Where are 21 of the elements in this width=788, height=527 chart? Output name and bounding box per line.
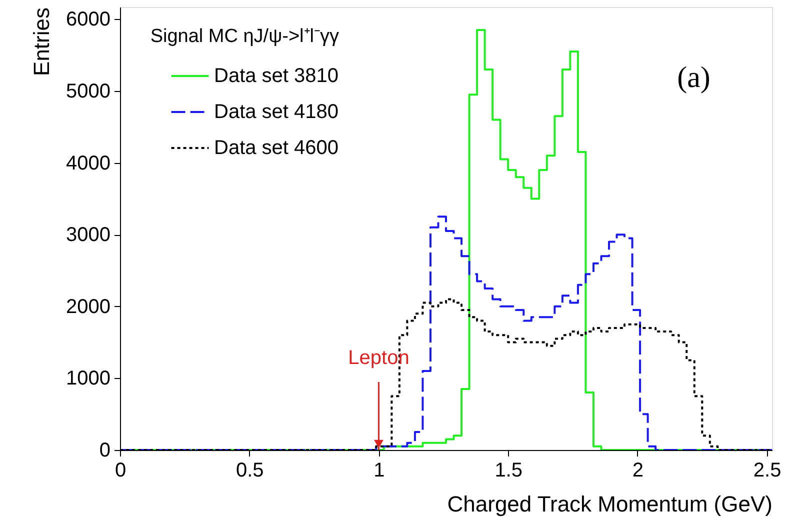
y-tick-label: 3000 bbox=[66, 224, 110, 246]
x-tick-label: 0.5 bbox=[236, 460, 264, 482]
y-tick-label: 6000 bbox=[66, 8, 110, 31]
annotation: (a) bbox=[677, 60, 710, 94]
legend-label: Data set 4600 bbox=[214, 137, 339, 159]
x-tick-label: 2.5 bbox=[753, 460, 782, 482]
x-tick-label: 1.5 bbox=[494, 460, 522, 482]
y-axis-title: Entries bbox=[29, 8, 54, 76]
x-axis-title: Charged Track Momentum (GeV) bbox=[447, 492, 772, 516]
y-tick-label: 2000 bbox=[66, 296, 110, 318]
y-tick-label: 4000 bbox=[66, 152, 110, 174]
annotation: Lepton bbox=[348, 347, 410, 369]
x-tick-label: 0 bbox=[114, 460, 126, 482]
y-tick-label: 0 bbox=[99, 440, 110, 462]
x-tick-label: 1 bbox=[374, 460, 385, 482]
legend-label: Data set 4180 bbox=[214, 101, 339, 123]
legend-title: Signal MC ηJ/ψ->l⁺l⁻γγ bbox=[150, 26, 340, 47]
y-tick-label: 5000 bbox=[66, 80, 110, 103]
legend-label: Data set 3810 bbox=[214, 65, 339, 87]
y-tick-label: 1000 bbox=[66, 368, 110, 390]
x-tick-label: 2 bbox=[632, 460, 644, 482]
